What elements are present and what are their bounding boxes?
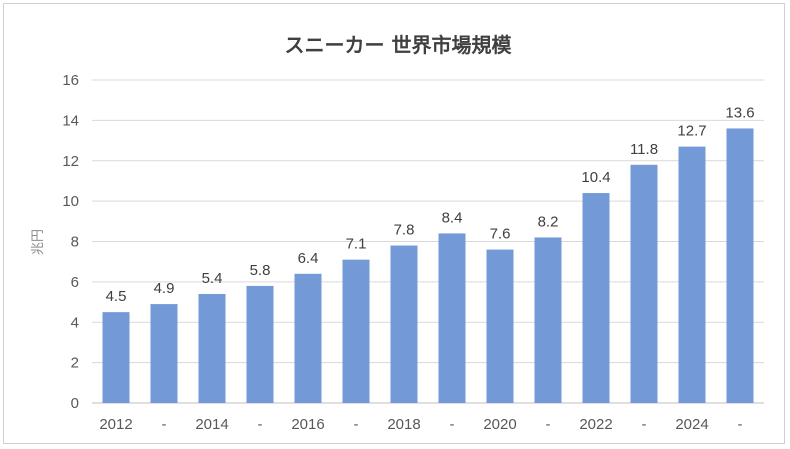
y-tick-label: 12 <box>62 153 79 170</box>
bar <box>102 312 130 403</box>
data-label: 6.4 <box>298 250 319 267</box>
y-tick-label: 2 <box>71 355 79 372</box>
data-label: 4.5 <box>106 288 127 305</box>
data-label: 5.4 <box>202 270 223 287</box>
data-label: 11.8 <box>630 141 658 158</box>
x-tick-label: - <box>258 416 263 433</box>
data-label: 7.8 <box>394 222 415 239</box>
bar <box>150 304 178 403</box>
x-tick-label: - <box>738 416 743 433</box>
data-label: 10.4 <box>581 169 610 186</box>
x-tick-label: 2020 <box>483 416 516 433</box>
data-label: 8.2 <box>538 213 559 230</box>
y-tick-label: 8 <box>71 234 79 251</box>
x-tick-label: - <box>354 416 359 433</box>
y-tick-label: 14 <box>62 112 79 129</box>
x-tick-label: 2022 <box>579 416 612 433</box>
y-tick-label: 6 <box>71 274 79 291</box>
y-tick-label: 10 <box>62 193 79 210</box>
x-tick-label: 2024 <box>675 416 708 433</box>
bar <box>390 245 418 403</box>
bar <box>342 259 370 403</box>
x-tick-label: - <box>546 416 551 433</box>
data-label: 8.4 <box>442 209 463 226</box>
data-label: 13.6 <box>725 104 754 121</box>
bars <box>102 128 754 403</box>
bar <box>294 273 322 403</box>
x-tick-label: 2018 <box>387 416 420 433</box>
bar <box>486 249 514 403</box>
bar <box>198 293 226 403</box>
bar <box>726 128 754 403</box>
gridlines <box>92 79 764 404</box>
data-label: 7.1 <box>346 236 367 253</box>
y-tick-label: 0 <box>71 395 79 412</box>
y-axis-ticks: 0 2 4 6 8 10 12 14 16 <box>62 72 79 412</box>
x-axis-ticks: 2012 - 2014 - 2016 - 2018 - 2020 - 2022 - 2024 - <box>99 416 742 433</box>
data-label: 12.7 <box>677 123 706 140</box>
x-tick-label: 2016 <box>291 416 324 433</box>
bar <box>630 164 658 403</box>
bar <box>438 233 466 403</box>
x-tick-label: 2014 <box>195 416 228 433</box>
y-axis-label: 兆円 <box>31 229 46 255</box>
data-labels: 4.5 4.9 5.4 5.8 6.4 7.1 7.8 8.4 7.6 8.2 10.4 11.8 12… <box>106 104 755 305</box>
chart-title: スニーカー 世界市場規模 <box>285 33 513 57</box>
x-tick-label: - <box>162 416 167 433</box>
data-label: 5.8 <box>250 262 271 279</box>
y-tick-label: 4 <box>71 314 79 331</box>
x-tick-label: - <box>450 416 455 433</box>
bar <box>582 193 610 403</box>
bar <box>246 285 274 403</box>
x-tick-label: 2012 <box>99 416 132 433</box>
data-label: 4.9 <box>154 280 175 297</box>
bar <box>534 237 562 403</box>
bar <box>678 146 706 403</box>
data-label: 7.6 <box>490 226 511 243</box>
x-tick-label: - <box>642 416 647 433</box>
y-tick-label: 16 <box>62 72 79 89</box>
